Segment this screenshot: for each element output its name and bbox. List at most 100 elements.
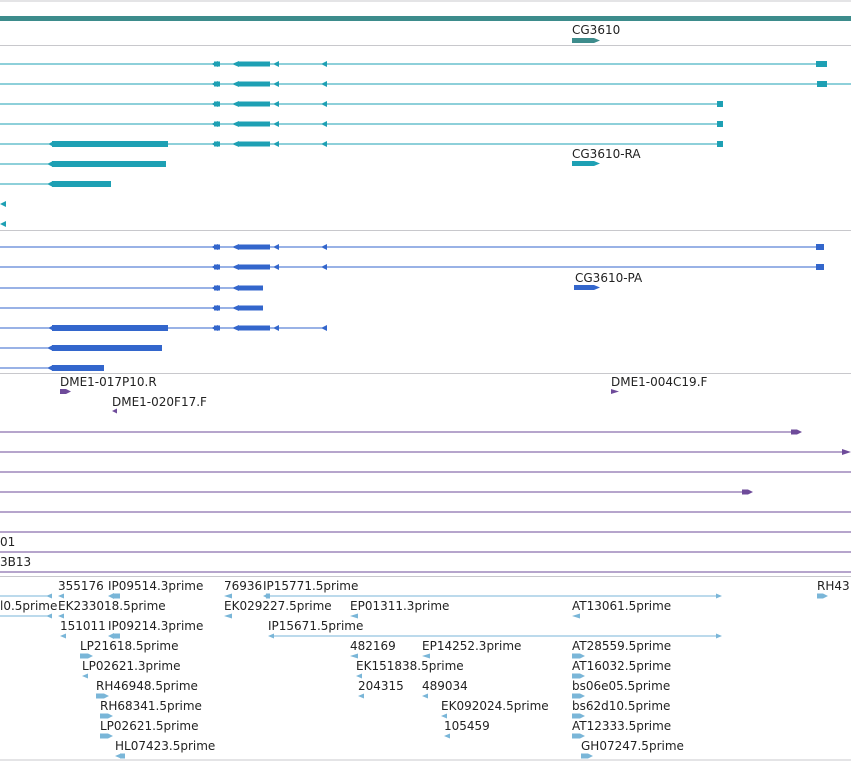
mrna-transcript[interactable] xyxy=(0,161,166,167)
bac-label: DME1-017P10.R xyxy=(60,375,157,389)
gene-feature-bar[interactable] xyxy=(0,16,851,21)
est-label: GH07247.5prime xyxy=(581,739,684,753)
est-label: HL07423.5prime xyxy=(115,739,215,753)
est-label: RH46948.5prime xyxy=(96,679,198,693)
est-feature[interactable] xyxy=(0,593,52,599)
est-feature[interactable] xyxy=(444,733,450,739)
protein-model[interactable] xyxy=(0,244,824,250)
bac-clone-line[interactable] xyxy=(0,489,753,495)
mrna-fragment-arrow[interactable] xyxy=(0,201,6,207)
bac-track: DME1-017P10.R DME1-004C19.F DME1-020F17.… xyxy=(0,375,851,573)
est-feature[interactable] xyxy=(441,713,447,719)
protein-model[interactable] xyxy=(0,365,104,371)
mrna-feature-small[interactable] xyxy=(572,161,600,166)
est-feature[interactable] xyxy=(817,593,828,599)
est-feature[interactable] xyxy=(96,693,109,699)
est-label: EP14252.3prime xyxy=(422,639,521,653)
est-label: 355176 xyxy=(58,579,104,593)
est-feature[interactable] xyxy=(80,653,93,659)
est-label: IP15771.5prime xyxy=(263,579,358,593)
est-label: bs06e05.5prime xyxy=(572,679,670,693)
est-label: AT16032.5prime xyxy=(572,659,671,673)
est-feature[interactable] xyxy=(268,633,722,639)
mrna-transcript[interactable] xyxy=(0,181,111,187)
protein-label: CG3610-PA xyxy=(575,271,643,285)
mrna-transcript[interactable] xyxy=(0,121,723,127)
bac-end-feature[interactable] xyxy=(611,389,619,394)
est-feature[interactable] xyxy=(100,733,113,739)
protein-feature-small[interactable] xyxy=(574,285,600,290)
est-track: 355176 IP09514.3prime 76936 IP15771.5pri… xyxy=(0,579,850,759)
est-feature[interactable] xyxy=(572,693,585,699)
gene-feature-small[interactable] xyxy=(572,38,600,43)
est-label: 151011 xyxy=(60,619,106,633)
est-label: EK029227.5prime xyxy=(224,599,332,613)
est-feature[interactable] xyxy=(60,633,66,639)
est-label: AT12333.5prime xyxy=(572,719,671,733)
est-feature[interactable] xyxy=(115,753,125,759)
est-label: RH43 xyxy=(817,579,850,593)
protein-model[interactable] xyxy=(0,325,327,331)
est-label: EK233018.5prime xyxy=(58,599,166,613)
est-feature[interactable] xyxy=(108,593,120,599)
est-feature[interactable] xyxy=(581,753,593,759)
est-feature[interactable] xyxy=(263,593,722,599)
bac-label: DME1-004C19.F xyxy=(611,375,708,389)
protein-model[interactable] xyxy=(0,285,263,291)
est-feature[interactable] xyxy=(100,713,113,719)
est-label: bs62d10.5prime xyxy=(572,699,670,713)
gene-label: CG3610 xyxy=(572,23,620,37)
mrna-transcript[interactable] xyxy=(0,101,723,107)
est-feature[interactable] xyxy=(422,653,430,659)
est-feature[interactable] xyxy=(572,653,585,659)
est-feature[interactable] xyxy=(572,613,580,619)
est-label: AT28559.5prime xyxy=(572,639,671,653)
est-feature[interactable] xyxy=(58,613,64,619)
est-label: l0.5prime xyxy=(0,599,57,613)
est-feature[interactable] xyxy=(358,693,364,699)
est-label: 105459 xyxy=(444,719,490,733)
protein-track: CG3610-PA xyxy=(0,244,824,371)
mrna-fragment-arrow[interactable] xyxy=(0,221,6,227)
mrna-transcript[interactable] xyxy=(0,141,723,147)
protein-model[interactable] xyxy=(0,345,162,351)
est-feature[interactable] xyxy=(422,693,428,699)
bac-label: DME1-020F17.F xyxy=(112,395,207,409)
bac-end-feature[interactable] xyxy=(60,389,71,394)
clone-label: 01 xyxy=(0,535,15,549)
bac-clone-line[interactable] xyxy=(0,429,802,435)
est-feature[interactable] xyxy=(572,733,585,739)
est-feature[interactable] xyxy=(572,673,585,679)
mrna-transcript[interactable] xyxy=(0,81,851,87)
bac-clone-line[interactable] xyxy=(0,449,851,455)
est-label: LP02621.3prime xyxy=(82,659,181,673)
est-feature[interactable] xyxy=(224,593,232,599)
est-feature[interactable] xyxy=(108,633,120,639)
mrna-track: CG3610-RA xyxy=(0,61,851,227)
est-feature[interactable] xyxy=(224,613,232,619)
est-label: 204315 xyxy=(358,679,404,693)
est-feature[interactable] xyxy=(350,653,358,659)
est-label: IP15671.5prime xyxy=(268,619,363,633)
mrna-transcript[interactable] xyxy=(0,61,827,67)
est-label: 482169 xyxy=(350,639,396,653)
est-label: LP02621.5prime xyxy=(100,719,199,733)
est-label: AT13061.5prime xyxy=(572,599,671,613)
est-feature[interactable] xyxy=(350,613,358,619)
est-feature[interactable] xyxy=(58,593,64,599)
bac-end-feature[interactable] xyxy=(112,408,117,414)
gene-track: CG3610 xyxy=(0,0,851,46)
est-label: IP09514.3prime xyxy=(108,579,203,593)
est-feature[interactable] xyxy=(356,673,362,679)
est-feature[interactable] xyxy=(0,613,52,619)
est-feature[interactable] xyxy=(572,713,585,719)
est-feature[interactable] xyxy=(82,673,88,679)
est-label: 489034 xyxy=(422,679,468,693)
est-label: LP21618.5prime xyxy=(80,639,179,653)
est-label: IP09214.3prime xyxy=(108,619,203,633)
est-label: 76936 xyxy=(224,579,262,593)
protein-model[interactable] xyxy=(0,305,263,311)
est-label: EK092024.5prime xyxy=(441,699,549,713)
protein-model[interactable] xyxy=(0,264,824,270)
